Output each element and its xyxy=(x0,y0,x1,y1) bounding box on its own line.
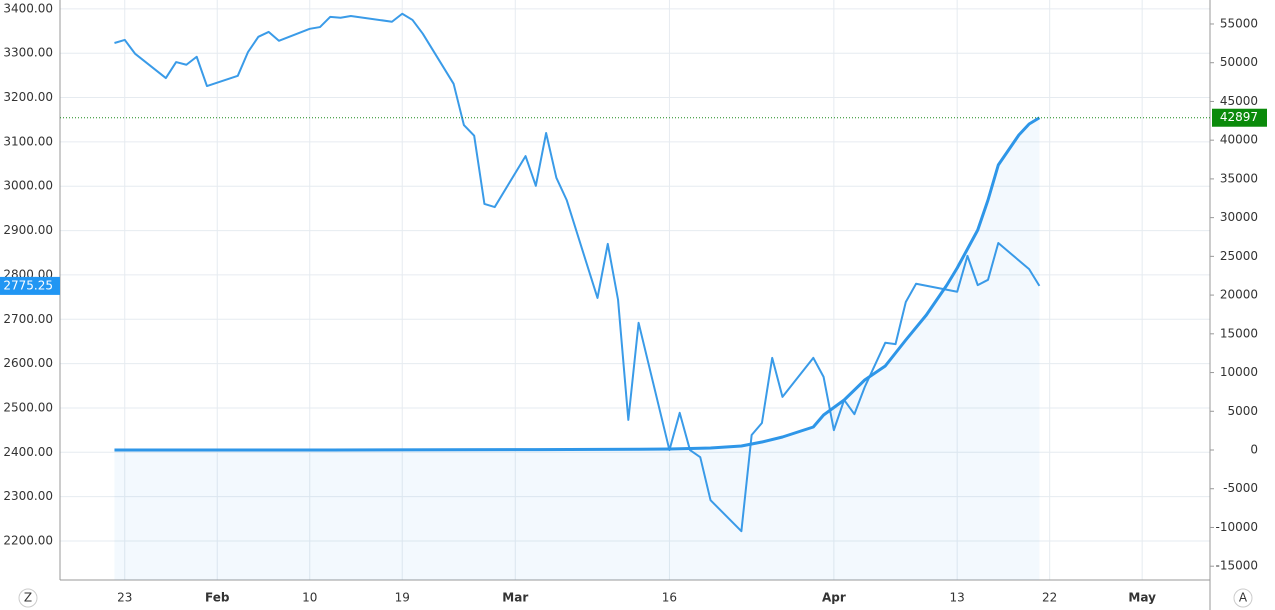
series-line xyxy=(114,116,1041,452)
x-tick-label: 19 xyxy=(395,591,410,605)
y-tick-label: 2500.00 xyxy=(3,400,53,414)
y2-tick-label: 10000 xyxy=(1220,365,1258,379)
y-tick-label: 3300.00 xyxy=(3,46,53,60)
x-tick-label: 23 xyxy=(117,591,132,605)
y-tick-label: 3400.00 xyxy=(3,1,53,15)
y-tick-label: 2300.00 xyxy=(3,489,53,503)
last-value-label: 2775.25 xyxy=(3,278,53,292)
y-tick-label: 2700.00 xyxy=(3,312,53,326)
y-tick-label: 2400.00 xyxy=(3,445,53,459)
x-tick-label: Mar xyxy=(502,591,528,605)
y2-tick-label: 40000 xyxy=(1220,133,1258,147)
x-tick-label: May xyxy=(1128,591,1156,605)
series-line xyxy=(114,12,1041,533)
last-value-label: 42897 xyxy=(1220,110,1258,124)
x-tick-label: 16 xyxy=(662,591,677,605)
y2-tick-label: 30000 xyxy=(1220,210,1258,224)
y2-tick-label: -15000 xyxy=(1215,559,1258,573)
y-tick-label: 2900.00 xyxy=(3,223,53,237)
last-value-badge xyxy=(1212,108,1267,127)
x-tick-label: Apr xyxy=(822,591,846,605)
y2-tick-label: 0 xyxy=(1250,443,1258,457)
y2-tick-label: 25000 xyxy=(1220,249,1258,263)
y-tick-label: 2600.00 xyxy=(3,356,53,370)
control-label[interactable]: Z xyxy=(24,591,32,605)
y-tick-label: 2200.00 xyxy=(3,533,53,547)
y2-tick-label: 45000 xyxy=(1220,94,1258,108)
area xyxy=(114,117,1040,580)
y2-tick-label: 50000 xyxy=(1220,55,1258,69)
y2-tick-label: -5000 xyxy=(1223,481,1258,495)
y2-tick-label: 20000 xyxy=(1220,288,1258,302)
y2-tick-label: 5000 xyxy=(1227,404,1258,418)
y-tick-label: 3000.00 xyxy=(3,179,53,193)
last-value-badge xyxy=(0,276,60,295)
control-button[interactable] xyxy=(18,588,38,608)
y2-tick-label: 35000 xyxy=(1220,171,1258,185)
control-label[interactable]: A xyxy=(1239,591,1248,605)
x-tick-label: Feb xyxy=(205,591,230,605)
x-tick-label: 22 xyxy=(1042,591,1057,605)
y-tick-label: 3100.00 xyxy=(3,134,53,148)
x-tick-label: 13 xyxy=(950,591,965,605)
y2-tick-label: 15000 xyxy=(1220,326,1258,340)
y2-tick-label: -10000 xyxy=(1215,520,1258,534)
control-button[interactable] xyxy=(1233,588,1253,608)
y2-tick-label: 55000 xyxy=(1220,16,1258,30)
y-tick-label: 3200.00 xyxy=(3,90,53,104)
x-tick-label: 10 xyxy=(302,591,317,605)
